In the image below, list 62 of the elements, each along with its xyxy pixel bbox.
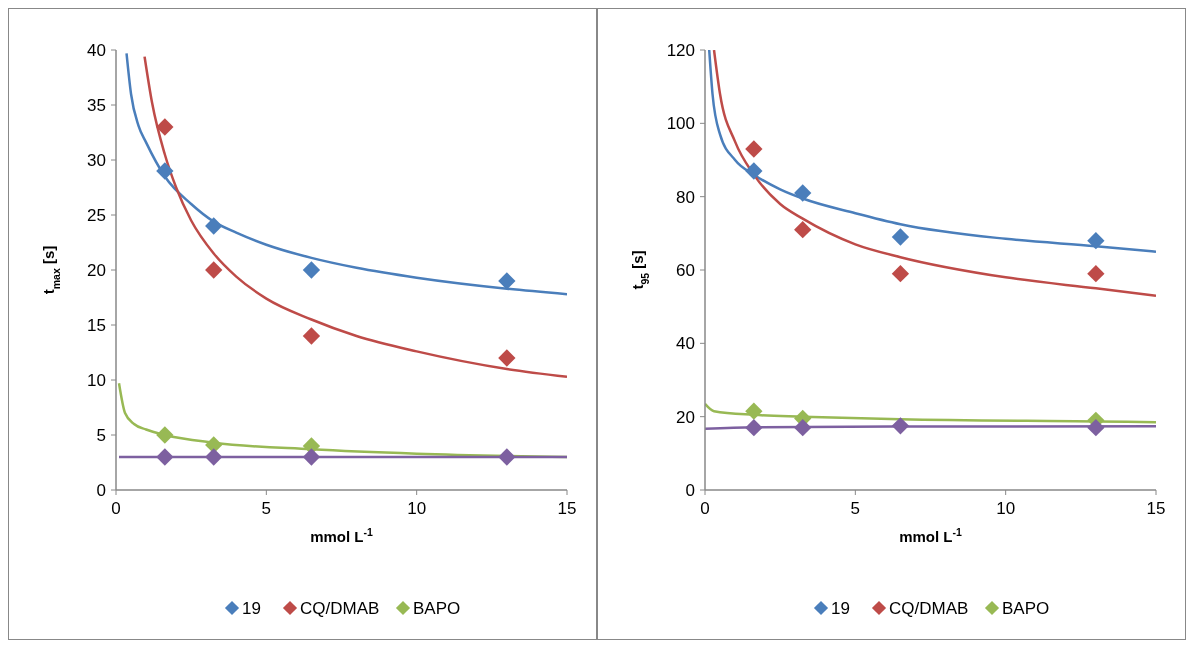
- y-tick-label: 100: [666, 114, 695, 134]
- y-tick-label: 120: [666, 40, 695, 60]
- point: [205, 217, 223, 235]
- y-tick-label: 40: [87, 40, 106, 60]
- point: [745, 419, 763, 437]
- x-tick-label: 15: [557, 499, 577, 518]
- point: [498, 349, 516, 367]
- point: [745, 140, 763, 158]
- point: [794, 419, 812, 437]
- point: [1087, 419, 1105, 437]
- point: [745, 402, 763, 420]
- point: [498, 448, 516, 466]
- y-tick-label: 35: [87, 95, 106, 115]
- y-tick-label: 20: [676, 407, 695, 427]
- y-tick-label: 0: [96, 480, 106, 500]
- line-series: [143, 55, 567, 378]
- y-tick-label: 15: [87, 315, 106, 335]
- line-series: [125, 52, 567, 296]
- x-tick-label: 15: [1146, 499, 1166, 518]
- legend-label: CQ/DMAB: [300, 598, 380, 618]
- point: [498, 272, 516, 290]
- point: [302, 448, 321, 466]
- x-tick-label: 10: [996, 499, 1016, 518]
- y-tick-label: 30: [87, 150, 106, 170]
- x-tick-label: 10: [407, 499, 427, 518]
- point: [794, 221, 812, 239]
- point: [302, 327, 321, 345]
- y-tick-label: 25: [87, 205, 106, 225]
- legend-label: 19: [242, 598, 261, 618]
- x-axis-title: mmol L$^{-1}$: [899, 526, 962, 545]
- y-tick-label: 80: [676, 187, 695, 207]
- legend-label: BAPO: [1002, 598, 1050, 618]
- point: [205, 261, 223, 279]
- point: [156, 118, 174, 136]
- point: [205, 448, 223, 466]
- legend-label: CQ/DMAB: [889, 598, 969, 618]
- point: [891, 265, 910, 283]
- y-tick-label: 10: [87, 370, 106, 390]
- point: [1087, 265, 1105, 283]
- point: [1087, 232, 1105, 250]
- point: [745, 162, 763, 180]
- legend-label: 19: [831, 598, 850, 618]
- point: [794, 184, 812, 202]
- point: [156, 426, 174, 444]
- point: [891, 228, 910, 246]
- x-tick-label: 5: [261, 499, 272, 518]
- y-tick-label: 5: [96, 425, 106, 445]
- x-tick-label: 5: [850, 499, 861, 518]
- x-axis-title: mmol L$^{-1}$: [310, 526, 373, 545]
- point: [891, 417, 910, 435]
- point: [302, 261, 321, 279]
- y-tick-label: 40: [676, 334, 695, 354]
- y-tick-label: 60: [676, 260, 695, 280]
- y-tick-label: 0: [685, 480, 695, 500]
- x-tick-label: 0: [700, 499, 710, 518]
- y-tick-label: 20: [87, 260, 106, 280]
- x-tick-label: 0: [111, 499, 121, 518]
- point: [156, 448, 174, 466]
- point: [156, 162, 174, 180]
- line-series: [707, 50, 1156, 253]
- legend-label: BAPO: [413, 598, 461, 618]
- line-series: [712, 50, 1156, 297]
